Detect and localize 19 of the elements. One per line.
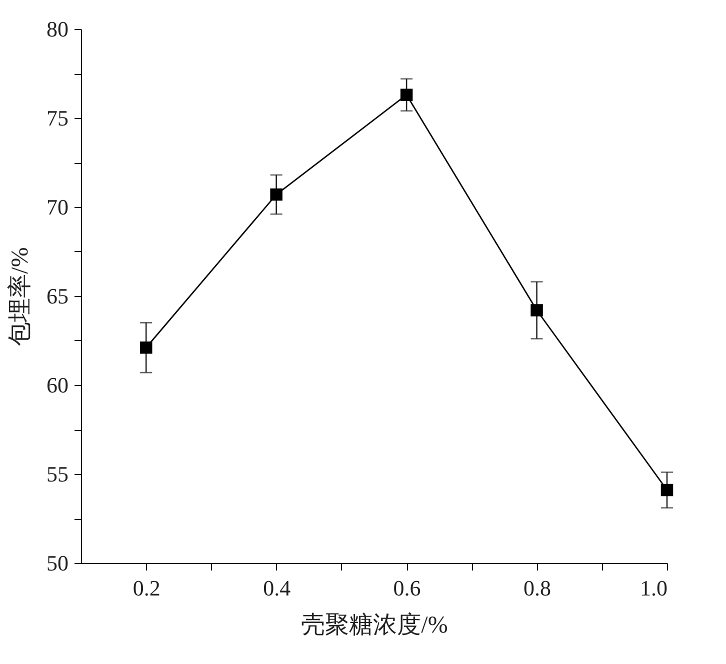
y-tick-label: 70 [46,194,68,220]
y-axis-title: 包埋率/% [6,247,34,346]
y-tick-label: 80 [46,16,68,42]
y-tick-label: 65 [46,284,68,308]
y-tick-label: 50 [46,550,68,576]
x-tick-label: 0.8 [524,576,552,600]
y-tick-label: 55 [46,462,68,486]
point [660,484,674,496]
point [530,304,543,316]
x-tick-label: 0.2 [132,576,160,600]
x-axis-title: 壳聚糖浓度/% [301,612,448,638]
x-tick-label: 0.6 [393,576,421,600]
y-tick-label: 75 [46,106,68,130]
y-tick-label: 60 [46,372,68,398]
x-tick-label: 0.4 [263,576,291,600]
point [400,88,413,101]
x-tick-label: 1.0 [640,576,668,600]
point [140,341,152,354]
point [270,188,282,201]
